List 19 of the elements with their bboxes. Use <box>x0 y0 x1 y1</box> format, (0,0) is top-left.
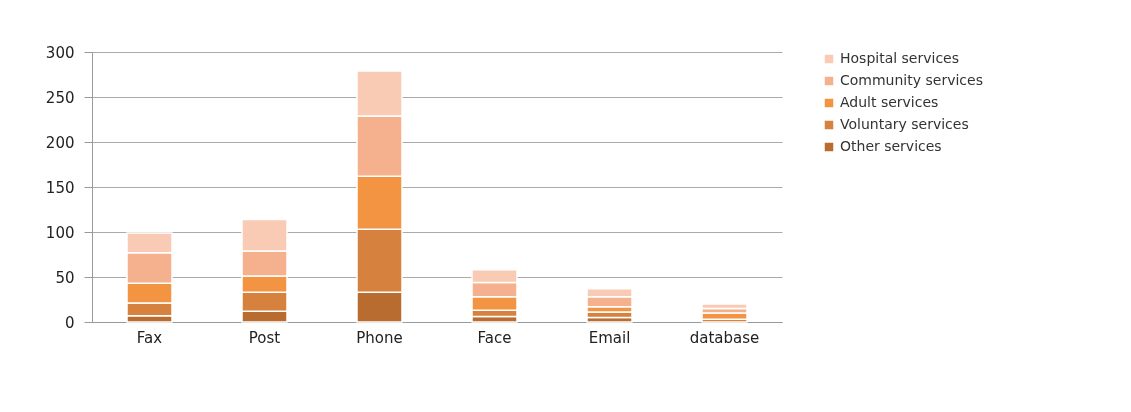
legend-label: Voluntary services <box>840 116 969 132</box>
legend-label: Adult services <box>840 94 939 110</box>
y-tick-label: 0 <box>64 313 75 332</box>
legend-label: Other services <box>840 138 942 154</box>
y-tick-label: 150 <box>45 178 75 197</box>
y-tick-label: 200 <box>45 133 75 152</box>
x-tick-label: Post <box>248 328 281 347</box>
y-tick-label: 250 <box>45 88 75 107</box>
y-tick-label: 300 <box>45 43 75 62</box>
x-tick-label: Face <box>477 328 512 347</box>
x-tick-label: Fax <box>136 328 163 347</box>
legend-label: Community services <box>840 72 983 88</box>
y-tick-label: 50 <box>55 268 75 287</box>
x-tick-label: Email <box>588 328 631 347</box>
x-tick-label: database <box>689 328 760 347</box>
bar <box>701 303 748 310</box>
x-tick-label: Phone <box>356 328 403 347</box>
y-tick-label: 100 <box>45 223 75 242</box>
legend-label: Hospital services <box>840 50 960 66</box>
